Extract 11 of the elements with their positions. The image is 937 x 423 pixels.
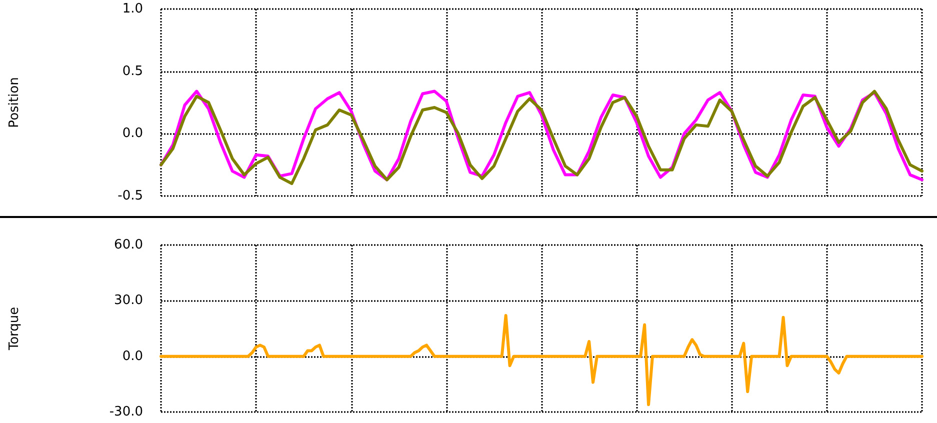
- y-tick-label: -30.0: [109, 404, 143, 420]
- y-tick-label: 0.0: [122, 348, 143, 364]
- y-tick-label: 30.0: [114, 293, 143, 308]
- y-tick-label: 0.5: [122, 64, 143, 79]
- line-series: [160, 314, 924, 406]
- y-tick-label: 0.0: [122, 126, 143, 142]
- y-tick-label: 1.0: [122, 2, 143, 16]
- y-axis-title: Torque: [7, 306, 22, 352]
- y-tick-label: 60.0: [114, 238, 143, 252]
- y-axis-title: Position: [7, 77, 22, 128]
- y-tick-label: -0.5: [118, 188, 143, 204]
